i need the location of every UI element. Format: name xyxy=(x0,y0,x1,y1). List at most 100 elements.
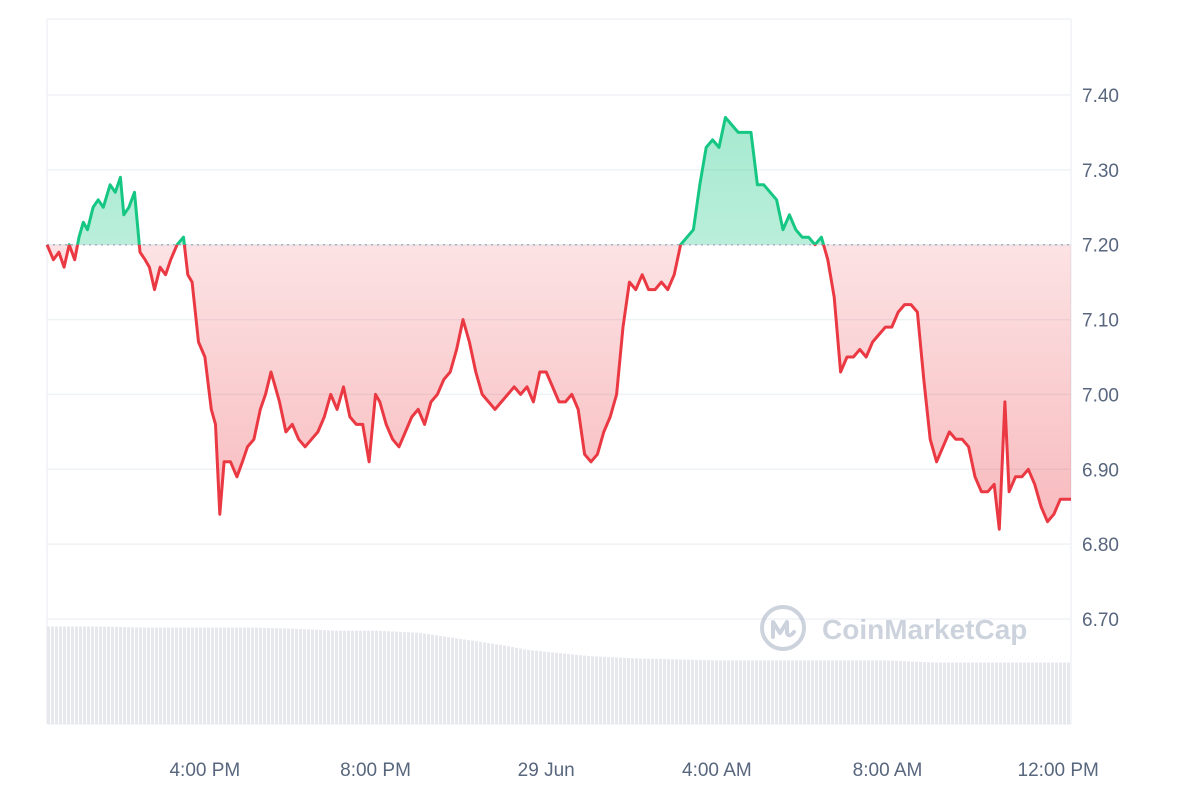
price-line-down xyxy=(45,244,1071,531)
volume-bar xyxy=(107,626,110,724)
volume-bar xyxy=(483,642,486,724)
volume-bar xyxy=(579,655,582,724)
volume-bar xyxy=(947,662,950,724)
volume-bar xyxy=(103,626,106,724)
volume-bar xyxy=(623,657,626,724)
volume-bar xyxy=(935,662,938,724)
volume-bar xyxy=(667,659,670,724)
volume-bar xyxy=(835,660,838,724)
volume-bar xyxy=(191,627,194,724)
volume-bar xyxy=(479,641,482,724)
volume-bar xyxy=(823,660,826,724)
volume-bar xyxy=(47,626,50,724)
volume-bar xyxy=(51,626,54,724)
volume-bar xyxy=(403,632,406,724)
volume-bar xyxy=(375,630,378,724)
volume-bar xyxy=(1031,662,1034,724)
volume-bar xyxy=(859,660,862,724)
volume-bar xyxy=(583,655,586,724)
volume-bar xyxy=(927,662,930,724)
volume-bar xyxy=(535,650,538,724)
volume-bar xyxy=(887,660,890,724)
volume-bar xyxy=(359,630,362,724)
volume-bar xyxy=(231,627,234,724)
y-tick-label: 6.90 xyxy=(1082,460,1119,481)
volume-bar xyxy=(167,627,170,724)
volume-bar xyxy=(843,660,846,724)
volume-bar xyxy=(555,652,558,724)
volume-bar xyxy=(647,658,650,724)
volume-bar xyxy=(223,627,226,724)
volume-bar xyxy=(1055,662,1058,724)
volume-bar xyxy=(711,660,714,724)
volume-bar xyxy=(159,627,162,724)
volume-bar xyxy=(71,626,74,724)
volume-bar xyxy=(919,661,922,724)
volume-bar xyxy=(227,627,230,724)
volume-bar xyxy=(755,660,758,724)
volume-bar xyxy=(443,636,446,724)
volume-bar xyxy=(211,627,214,724)
volume-bar xyxy=(315,629,318,724)
volume-bar xyxy=(775,660,778,724)
volume-bar xyxy=(599,656,602,724)
x-tick-label: 8:00 PM xyxy=(340,760,411,781)
volume-bar xyxy=(155,627,158,724)
volume-bar xyxy=(399,631,402,724)
volume-bar xyxy=(435,635,438,724)
volume-bar xyxy=(371,630,374,724)
volume-bar xyxy=(119,626,122,724)
volume-bar xyxy=(731,660,734,724)
volume-bar xyxy=(635,658,638,724)
volume-bar xyxy=(619,657,622,724)
volume-bar xyxy=(531,650,534,724)
volume-bar xyxy=(955,662,958,724)
volume-bar xyxy=(911,661,914,724)
volume-bar xyxy=(591,656,594,724)
volume-bar xyxy=(811,660,814,724)
volume-bar xyxy=(243,627,246,724)
x-tick-label: 12:00 PM xyxy=(1018,760,1099,781)
volume-bar xyxy=(99,626,102,724)
volume-bar xyxy=(799,660,802,724)
y-tick-label: 7.30 xyxy=(1082,161,1119,182)
volume-bar xyxy=(475,641,478,724)
volume-bar xyxy=(907,661,910,724)
volume-bar xyxy=(991,662,994,724)
volume-bar xyxy=(1035,662,1038,724)
volume-bar xyxy=(187,627,190,724)
volume-bar xyxy=(75,626,78,724)
volume-bar xyxy=(451,637,454,724)
volume-bar xyxy=(495,644,498,724)
volume-bar xyxy=(235,627,238,724)
volume-bar xyxy=(267,628,270,724)
volume-bar xyxy=(327,630,330,724)
volume-bar xyxy=(507,646,510,724)
volume-bar xyxy=(275,628,278,724)
volume-bar xyxy=(627,658,630,724)
volume-bar xyxy=(651,658,654,724)
volume-bar xyxy=(643,658,646,724)
volume-bar xyxy=(307,629,310,724)
volume-bar xyxy=(151,627,154,724)
volume-bar xyxy=(615,657,618,724)
volume-bar xyxy=(975,662,978,724)
volume-bar xyxy=(499,644,502,724)
volume-bar xyxy=(295,628,298,724)
volume-bar xyxy=(847,660,850,724)
volume-bar xyxy=(879,660,882,724)
volume-bar xyxy=(387,631,390,724)
volume-bar xyxy=(55,626,58,724)
volume-bar xyxy=(995,662,998,724)
volume-bar xyxy=(951,662,954,724)
volume-bar xyxy=(839,660,842,724)
volume-bar xyxy=(379,630,382,724)
volume-bar xyxy=(279,628,282,724)
volume-bar xyxy=(963,662,966,724)
volume-bar xyxy=(131,627,134,724)
volume-bar xyxy=(363,630,366,724)
y-tick-label: 6.80 xyxy=(1082,535,1119,556)
volume-bar xyxy=(123,627,126,724)
